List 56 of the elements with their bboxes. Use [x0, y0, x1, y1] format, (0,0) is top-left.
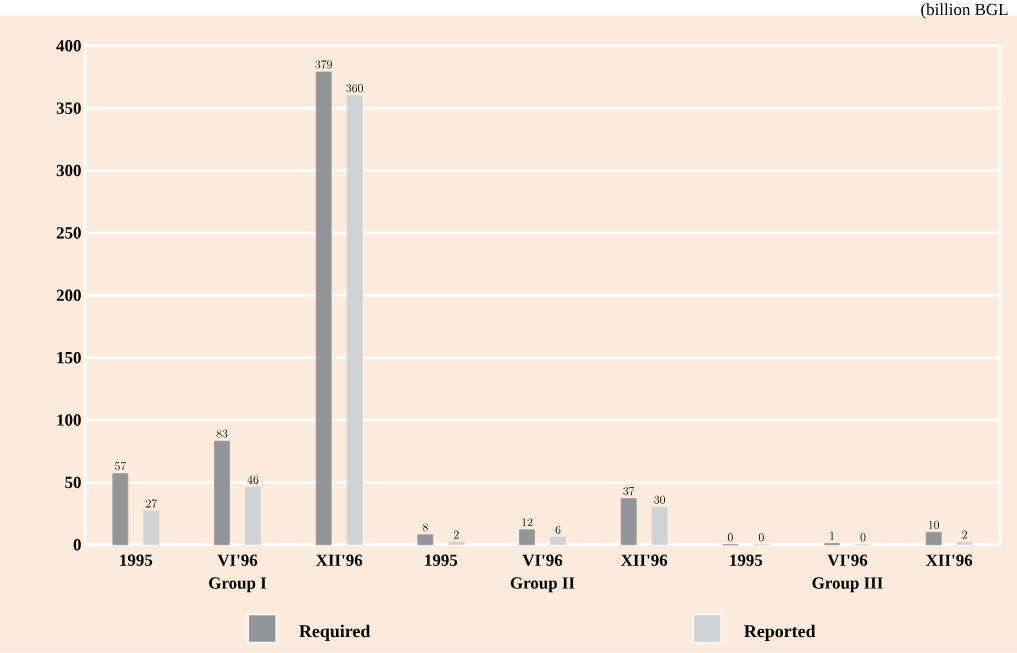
data-label: 360 — [346, 84, 363, 93]
data-label: 6 — [555, 525, 561, 534]
x-tick-label: XII'96 — [315, 554, 363, 567]
data-label: 0 — [758, 533, 764, 542]
y-tick-label: 250 — [56, 227, 81, 239]
y-tick-label: 300 — [56, 164, 81, 177]
bar — [651, 507, 668, 546]
y-tick-label: 350 — [56, 102, 81, 114]
data-label: 57 — [115, 461, 127, 471]
bar — [550, 537, 566, 546]
data-label: 0 — [860, 533, 866, 542]
data-label: 1 — [830, 531, 834, 540]
bar — [519, 529, 535, 546]
bar — [245, 487, 261, 546]
text: Group III — [812, 577, 883, 593]
x-tick-label: 1995 — [425, 554, 458, 567]
data-label: 12 — [522, 518, 533, 527]
y-tick-label: 200 — [56, 289, 81, 302]
data-label: 2 — [962, 530, 968, 539]
x-tick-label: 1995 — [730, 554, 763, 567]
y-tick-label: 150 — [57, 352, 81, 364]
text: Group II — [510, 577, 575, 593]
data-label: 10 — [928, 520, 940, 529]
x-tick-label: 1995 — [120, 554, 153, 567]
bar — [143, 510, 160, 546]
y-tick-label: 0 — [73, 539, 81, 551]
x-tick-label: VI'96 — [217, 554, 258, 567]
bar — [315, 71, 332, 546]
y-tick-label: 50 — [65, 476, 81, 489]
legend-label: Required — [299, 624, 371, 642]
bar — [925, 532, 942, 546]
bar — [214, 440, 230, 546]
chart-subtitle: (billion BGL — [921, 3, 1008, 19]
bar — [346, 95, 363, 546]
data-label: 46 — [247, 475, 259, 485]
bar — [112, 473, 129, 546]
y-tick-label: 100 — [57, 414, 81, 426]
data-label: 83 — [216, 429, 228, 438]
data-label: 30 — [654, 495, 666, 504]
data-label: 8 — [422, 523, 428, 532]
bar — [620, 498, 637, 546]
bar — [956, 542, 973, 546]
bar — [448, 542, 465, 546]
bar — [417, 534, 434, 546]
x-tick-label: VI'96 — [827, 554, 868, 567]
x-tick-label: VI'96 — [522, 554, 563, 567]
x-tick-label: XII'96 — [925, 554, 973, 567]
data-label: 379 — [315, 60, 332, 69]
data-label: 2 — [454, 530, 459, 539]
y-tick-label: 400 — [56, 40, 81, 52]
legend-label: Reported — [744, 624, 816, 642]
data-label: 37 — [623, 486, 635, 496]
x-tick-label: XII'96 — [620, 554, 668, 567]
data-label: 27 — [146, 499, 158, 508]
text: Group I — [209, 577, 267, 593]
data-label: 0 — [727, 533, 733, 542]
